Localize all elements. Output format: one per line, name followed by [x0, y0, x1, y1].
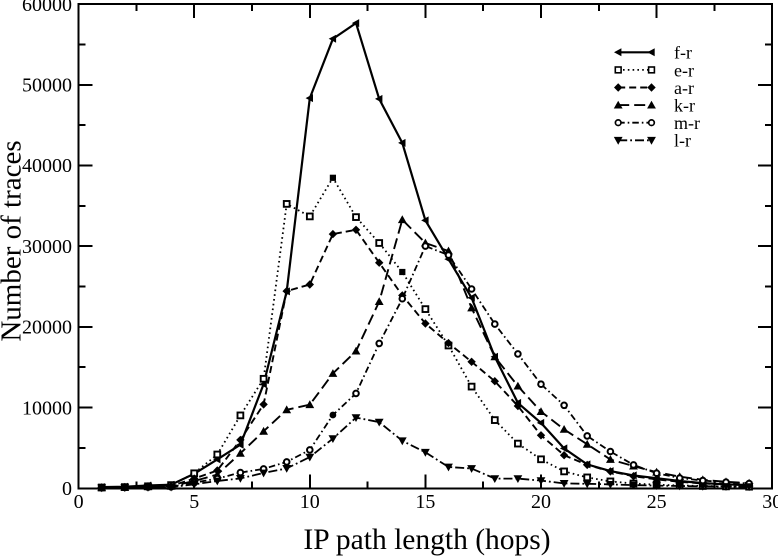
svg-text:m-r: m-r [674, 113, 700, 133]
svg-text:20: 20 [531, 491, 551, 513]
svg-text:15: 15 [415, 491, 435, 513]
svg-text:25: 25 [647, 491, 667, 513]
svg-text:50000: 50000 [22, 75, 72, 97]
svg-text:k-r: k-r [674, 96, 695, 116]
svg-text:60000: 60000 [22, 0, 72, 16]
svg-text:Number of traces: Number of traces [0, 140, 28, 341]
svg-text:0: 0 [74, 491, 84, 513]
svg-text:IP path length (hops): IP path length (hops) [303, 524, 550, 556]
svg-text:l-r: l-r [674, 131, 691, 151]
svg-text:30000: 30000 [22, 236, 72, 258]
svg-text:30: 30 [762, 491, 778, 513]
svg-text:f-r: f-r [674, 43, 692, 63]
svg-text:10000: 10000 [22, 397, 72, 419]
svg-text:5: 5 [189, 491, 199, 513]
svg-text:e-r: e-r [674, 60, 694, 80]
svg-text:20000: 20000 [22, 317, 72, 339]
svg-text:10: 10 [300, 491, 320, 513]
svg-text:40000: 40000 [22, 155, 72, 177]
svg-text:0: 0 [62, 478, 72, 500]
svg-text:a-r: a-r [674, 78, 694, 98]
